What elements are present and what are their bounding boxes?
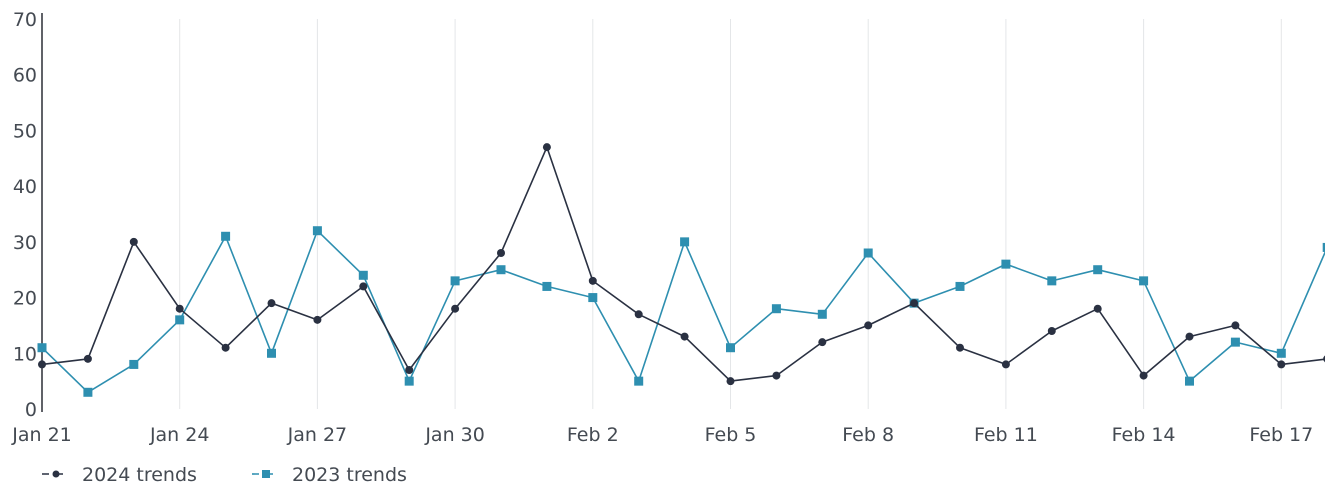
data-point-2024-trends — [1093, 304, 1102, 313]
data-point-2023-trends — [1047, 276, 1057, 286]
data-point-2023-trends — [358, 270, 368, 280]
data-point-2024-trends — [313, 315, 322, 324]
data-point-2024-trends — [726, 377, 735, 386]
data-point-2024-trends — [221, 343, 230, 352]
data-point-2024-trends — [1047, 327, 1056, 335]
data-point-2024-trends — [405, 366, 414, 374]
data-point-2023-trends — [1230, 337, 1240, 347]
data-point-2024-trends — [1139, 371, 1148, 380]
data-point-2024-trends — [1277, 360, 1286, 369]
data-point-2024-trends — [542, 143, 551, 152]
data-point-2024-trends — [129, 237, 138, 246]
y-tick-label: 70 — [13, 9, 37, 31]
data-point-2023-trends — [1322, 242, 1325, 252]
data-point-2023-trends — [680, 237, 690, 247]
data-point-2024-trends — [267, 299, 276, 308]
y-tick-label: 50 — [13, 120, 37, 142]
x-tick-label: Feb 11 — [974, 424, 1038, 446]
data-point-2024-trends — [818, 338, 827, 347]
y-tick-label: 20 — [13, 288, 37, 310]
data-point-2024-trends — [772, 371, 781, 380]
data-point-2024-trends — [634, 310, 643, 319]
data-point-2023-trends — [1139, 276, 1149, 286]
series-line-2023-trends — [41, 229, 1325, 394]
data-point-2024-trends — [359, 282, 368, 291]
legend-square-marker — [262, 470, 270, 478]
data-point-2023-trends — [542, 281, 552, 291]
data-point-2023-trends — [1185, 376, 1194, 386]
x-tick-label: Jan 24 — [149, 424, 210, 446]
data-point-2023-trends — [771, 304, 781, 314]
legend-label: 2023 trends — [292, 464, 407, 486]
data-point-2023-trends — [267, 348, 276, 358]
y-tick-label: 40 — [13, 176, 37, 198]
data-point-2023-trends — [726, 343, 735, 353]
data-point-2023-trends — [450, 276, 460, 286]
data-point-2024-trends — [680, 332, 689, 341]
x-tick-label: Jan 30 — [424, 424, 485, 446]
legend-label: 2024 trends — [82, 464, 197, 486]
data-point-2024-trends — [175, 304, 184, 313]
data-point-2024-trends — [864, 321, 873, 330]
data-point-2023-trends — [955, 281, 965, 291]
data-point-2023-trends — [129, 359, 139, 369]
x-tick-label: Feb 14 — [1112, 424, 1176, 446]
data-point-2023-trends — [37, 343, 47, 353]
data-point-2024-trends — [1231, 321, 1240, 330]
data-point-2024-trends — [497, 249, 505, 257]
data-point-2023-trends — [634, 376, 644, 386]
data-point-2023-trends — [404, 376, 414, 386]
data-point-2023-trends — [175, 315, 185, 325]
data-point-2024-trends — [451, 304, 460, 313]
x-tick-label: Feb 8 — [842, 424, 894, 446]
data-point-2023-trends — [1276, 348, 1286, 358]
data-point-2023-trends — [817, 309, 827, 319]
y-tick-label: 60 — [13, 65, 37, 87]
data-point-2023-trends — [863, 248, 873, 258]
data-point-2024-trends — [38, 360, 46, 369]
x-tick-label: Feb 2 — [567, 424, 619, 446]
y-tick-label: 30 — [13, 232, 37, 254]
legend-circle-marker — [52, 470, 60, 478]
data-point-2024-trends — [83, 354, 92, 363]
series-line-2024-trends — [41, 146, 1325, 382]
x-tick-label: Feb 17 — [1249, 424, 1313, 446]
data-point-2024-trends — [910, 299, 919, 308]
data-point-2024-trends — [956, 343, 964, 352]
x-tick-label: Jan 21 — [11, 424, 72, 446]
data-point-2024-trends — [1185, 332, 1194, 341]
data-point-2023-trends — [496, 265, 506, 275]
x-tick-label: Feb 5 — [705, 424, 757, 446]
data-point-2024-trends — [1001, 360, 1010, 369]
y-tick-label: 10 — [13, 343, 37, 365]
data-point-2023-trends — [83, 387, 93, 397]
data-point-2023-trends — [1001, 259, 1011, 269]
x-tick-label: Jan 27 — [287, 424, 348, 446]
y-tick-label: 0 — [25, 399, 37, 421]
data-point-2023-trends — [588, 293, 598, 303]
data-point-2024-trends — [588, 276, 597, 285]
data-point-2023-trends — [312, 226, 322, 236]
data-point-2023-trends — [221, 231, 231, 241]
data-point-2023-trends — [1093, 265, 1103, 275]
